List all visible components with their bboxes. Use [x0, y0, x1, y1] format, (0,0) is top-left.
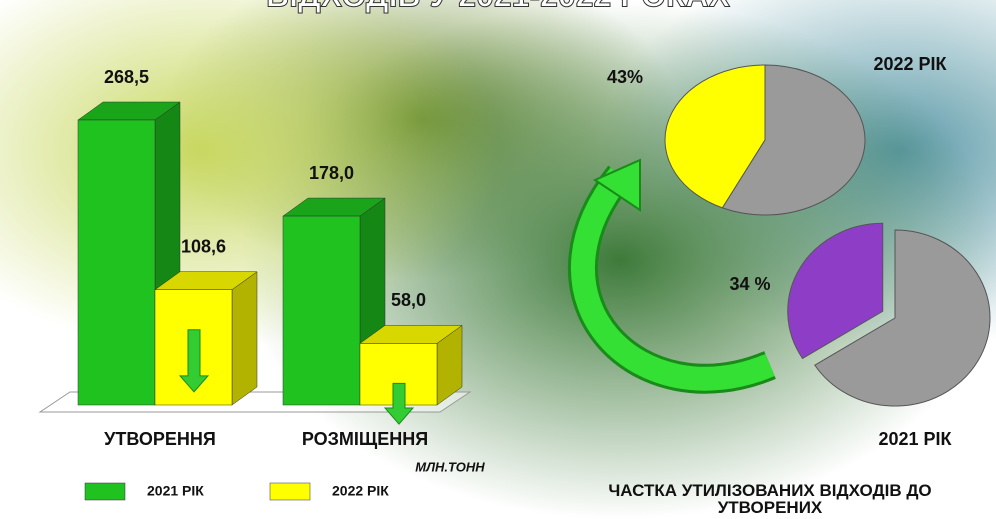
bar [77, 119, 156, 406]
value-label: 268,5 [104, 67, 149, 87]
value-label: 108,6 [181, 236, 226, 256]
legend-label: 2021 РІК [147, 483, 204, 499]
legend-swatch [84, 482, 126, 501]
value-label: 178,0 [309, 163, 354, 183]
pie-slice [787, 222, 884, 360]
pie-slice [814, 229, 991, 407]
down-arrow [383, 382, 415, 425]
value-label: 34 % [729, 274, 770, 294]
arrow-head [592, 158, 641, 212]
title: ВІДХОДІВ У 2021-2022 РОКАХ [266, 0, 731, 13]
x-tick-label: УТВОРЕННЯ [104, 429, 216, 449]
bar [282, 215, 361, 406]
pie-title: 2021 РІК [878, 429, 952, 449]
value-label: 43% [607, 67, 643, 87]
legend-swatch [269, 482, 311, 501]
value-label: 58,0 [391, 290, 426, 310]
bar-side [231, 271, 258, 406]
legend-label: 2022 РІК [332, 483, 389, 499]
x-tick-label: РОЗМІЩЕННЯ [302, 429, 428, 449]
unit-label: МЛН.ТОНН [415, 459, 485, 474]
arrow [571, 167, 775, 391]
pie-title: 2022 РІК [873, 54, 947, 74]
pie-slice [664, 64, 766, 209]
pie-slice [721, 64, 866, 216]
caption: ЧАСТКА УТИЛІЗОВАНИХ ВІДХОДІВ ДО УТВОРЕНИ… [608, 481, 932, 517]
down-arrow [178, 329, 210, 393]
